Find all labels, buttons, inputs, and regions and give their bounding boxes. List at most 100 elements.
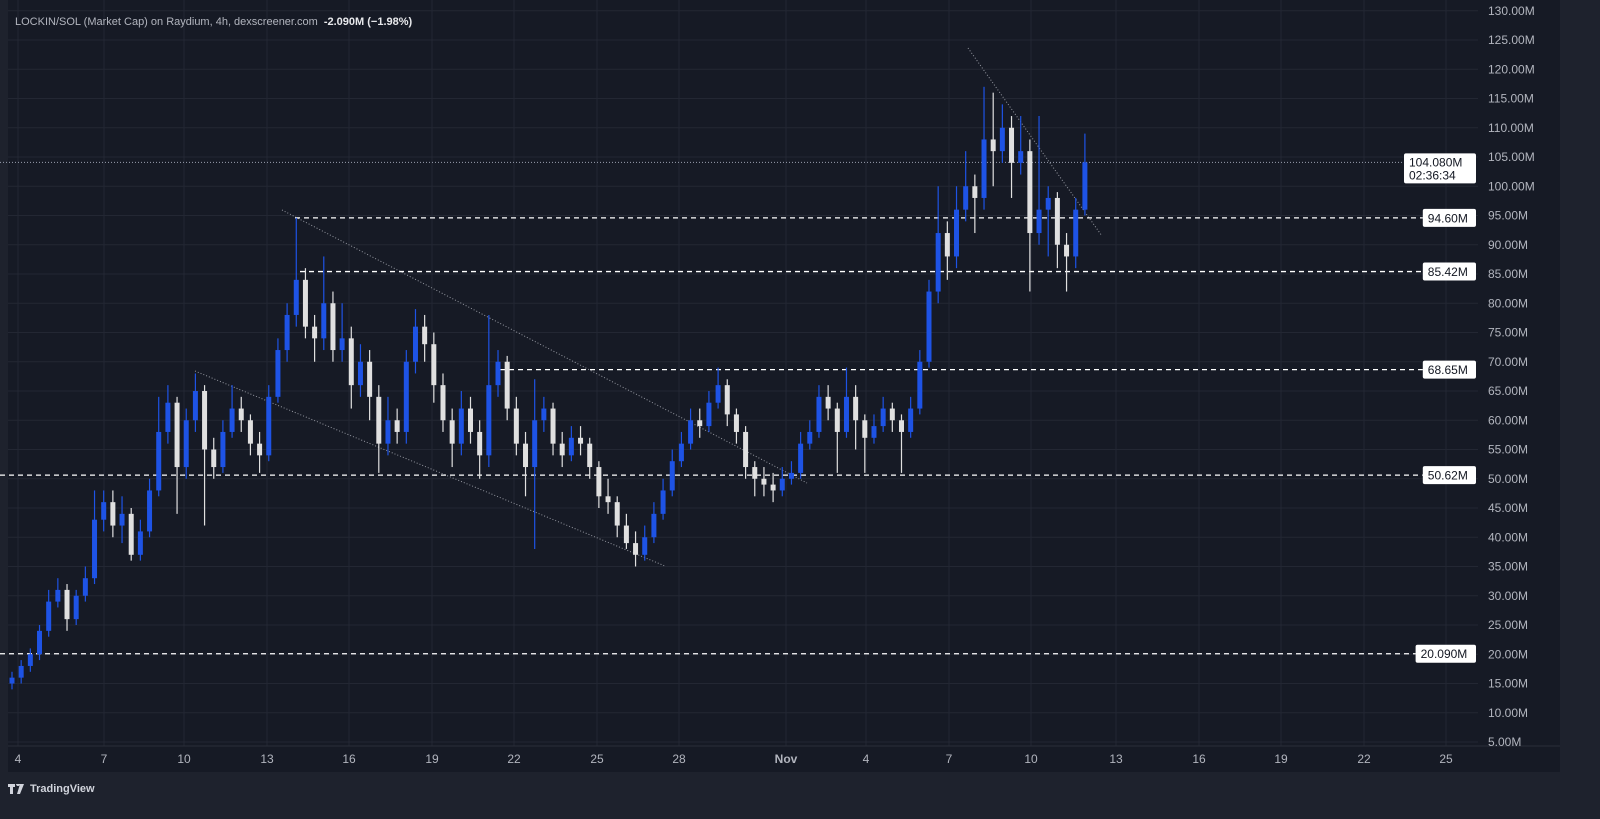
candle xyxy=(422,314,428,362)
y-tick-label: 30.00M xyxy=(1488,589,1528,603)
candle xyxy=(788,461,794,485)
candle xyxy=(275,338,281,403)
x-tick-label: 7 xyxy=(946,752,953,766)
candle-body xyxy=(1027,151,1033,234)
candle xyxy=(1082,133,1088,216)
candle-body xyxy=(642,537,648,555)
candle-body xyxy=(1009,127,1015,163)
candle-body xyxy=(706,402,712,427)
candle xyxy=(752,461,758,497)
candle xyxy=(532,379,538,549)
candle xyxy=(642,525,648,561)
candle-body xyxy=(944,233,950,257)
candle xyxy=(715,367,721,409)
x-tick-label: 13 xyxy=(260,752,274,766)
candle-body xyxy=(165,402,171,432)
candle xyxy=(816,385,822,438)
candle-body xyxy=(403,361,409,432)
candle xyxy=(513,396,519,456)
candle xyxy=(293,217,299,327)
candle-body xyxy=(229,408,235,432)
candle-body xyxy=(302,279,308,327)
candle-body xyxy=(550,408,556,444)
y-tick-label: 90.00M xyxy=(1488,238,1528,252)
candle-body xyxy=(843,396,849,432)
candle xyxy=(889,402,895,432)
candle xyxy=(935,186,941,304)
candle xyxy=(605,478,611,514)
candle-body xyxy=(422,326,428,345)
candle xyxy=(385,396,391,456)
y-tick-label: 10.00M xyxy=(1488,706,1528,720)
candle-body xyxy=(678,443,684,462)
time-axis[interactable]: 4 7 10 13 16 19 22 25 28 Nov 4 7 10 13 16 19 22 25 xyxy=(15,752,1453,766)
candle-body xyxy=(788,472,794,479)
y-tick-label: 120.00M xyxy=(1488,62,1535,76)
candle xyxy=(660,478,666,520)
level-tag xyxy=(1422,208,1476,227)
y-tick-label: 25.00M xyxy=(1488,618,1528,632)
level-tag xyxy=(1422,262,1476,281)
x-tick-label: 25 xyxy=(1439,752,1453,766)
candle-body xyxy=(440,385,446,421)
candle xyxy=(1073,197,1079,269)
x-tick-label: 25 xyxy=(590,752,604,766)
candle-body xyxy=(770,484,776,491)
candle xyxy=(211,437,217,479)
candle-body xyxy=(981,139,987,198)
x-tick-label: 4 xyxy=(863,752,870,766)
candle xyxy=(669,449,675,497)
candle-body xyxy=(990,139,996,152)
candle-body xyxy=(660,490,666,514)
candle xyxy=(862,414,868,473)
candle xyxy=(871,414,877,444)
candle xyxy=(954,186,960,269)
candle xyxy=(101,490,107,532)
candle xyxy=(1018,116,1024,175)
candle-body xyxy=(697,420,703,427)
candle-body xyxy=(1054,197,1060,245)
price-axis[interactable]: 5.00M 10.00M 15.00M 20.00M 25.00M 30.00M 35.00… xyxy=(1488,4,1535,749)
candle-body xyxy=(357,361,363,386)
last-price-tag xyxy=(1404,153,1476,184)
candle xyxy=(27,648,33,672)
price-change: -2.090M (−1.98%) xyxy=(323,16,413,28)
candle-body xyxy=(541,408,547,421)
candle xyxy=(394,408,400,444)
candle-body xyxy=(963,186,969,210)
candle-body xyxy=(477,431,483,456)
y-tick-label: 70.00M xyxy=(1488,355,1528,369)
candle-body xyxy=(202,391,208,450)
trendlines xyxy=(194,47,1103,567)
x-tick-label: 22 xyxy=(507,752,521,766)
candle xyxy=(55,578,61,608)
candle-body xyxy=(376,396,382,444)
candle xyxy=(1064,233,1070,292)
candle-body xyxy=(596,467,602,497)
candle-body xyxy=(807,431,813,444)
candle xyxy=(357,344,363,397)
candle xyxy=(468,396,473,444)
candle xyxy=(614,496,620,538)
y-tick-label: 100.00M xyxy=(1488,179,1535,193)
candle xyxy=(229,385,235,438)
candle-body xyxy=(504,361,510,409)
candle-body xyxy=(733,414,739,432)
y-tick-label: 75.00M xyxy=(1488,326,1528,340)
candle-body xyxy=(816,396,822,432)
candle xyxy=(761,467,767,497)
candle xyxy=(412,309,418,374)
candle-body xyxy=(568,437,574,456)
candle xyxy=(908,396,914,438)
candle xyxy=(37,625,43,661)
candle-body xyxy=(908,408,914,432)
candle xyxy=(284,303,290,362)
candle xyxy=(339,303,345,362)
candle xyxy=(348,326,354,409)
symbol-title: LOCKIN/SOL (Market Cap) on Raydium, 4h, … xyxy=(15,16,318,28)
candle-body xyxy=(458,408,464,444)
level-lines xyxy=(0,161,1423,655)
candle-body xyxy=(27,654,33,666)
tradingview-brand[interactable]: TradingView xyxy=(8,783,95,795)
